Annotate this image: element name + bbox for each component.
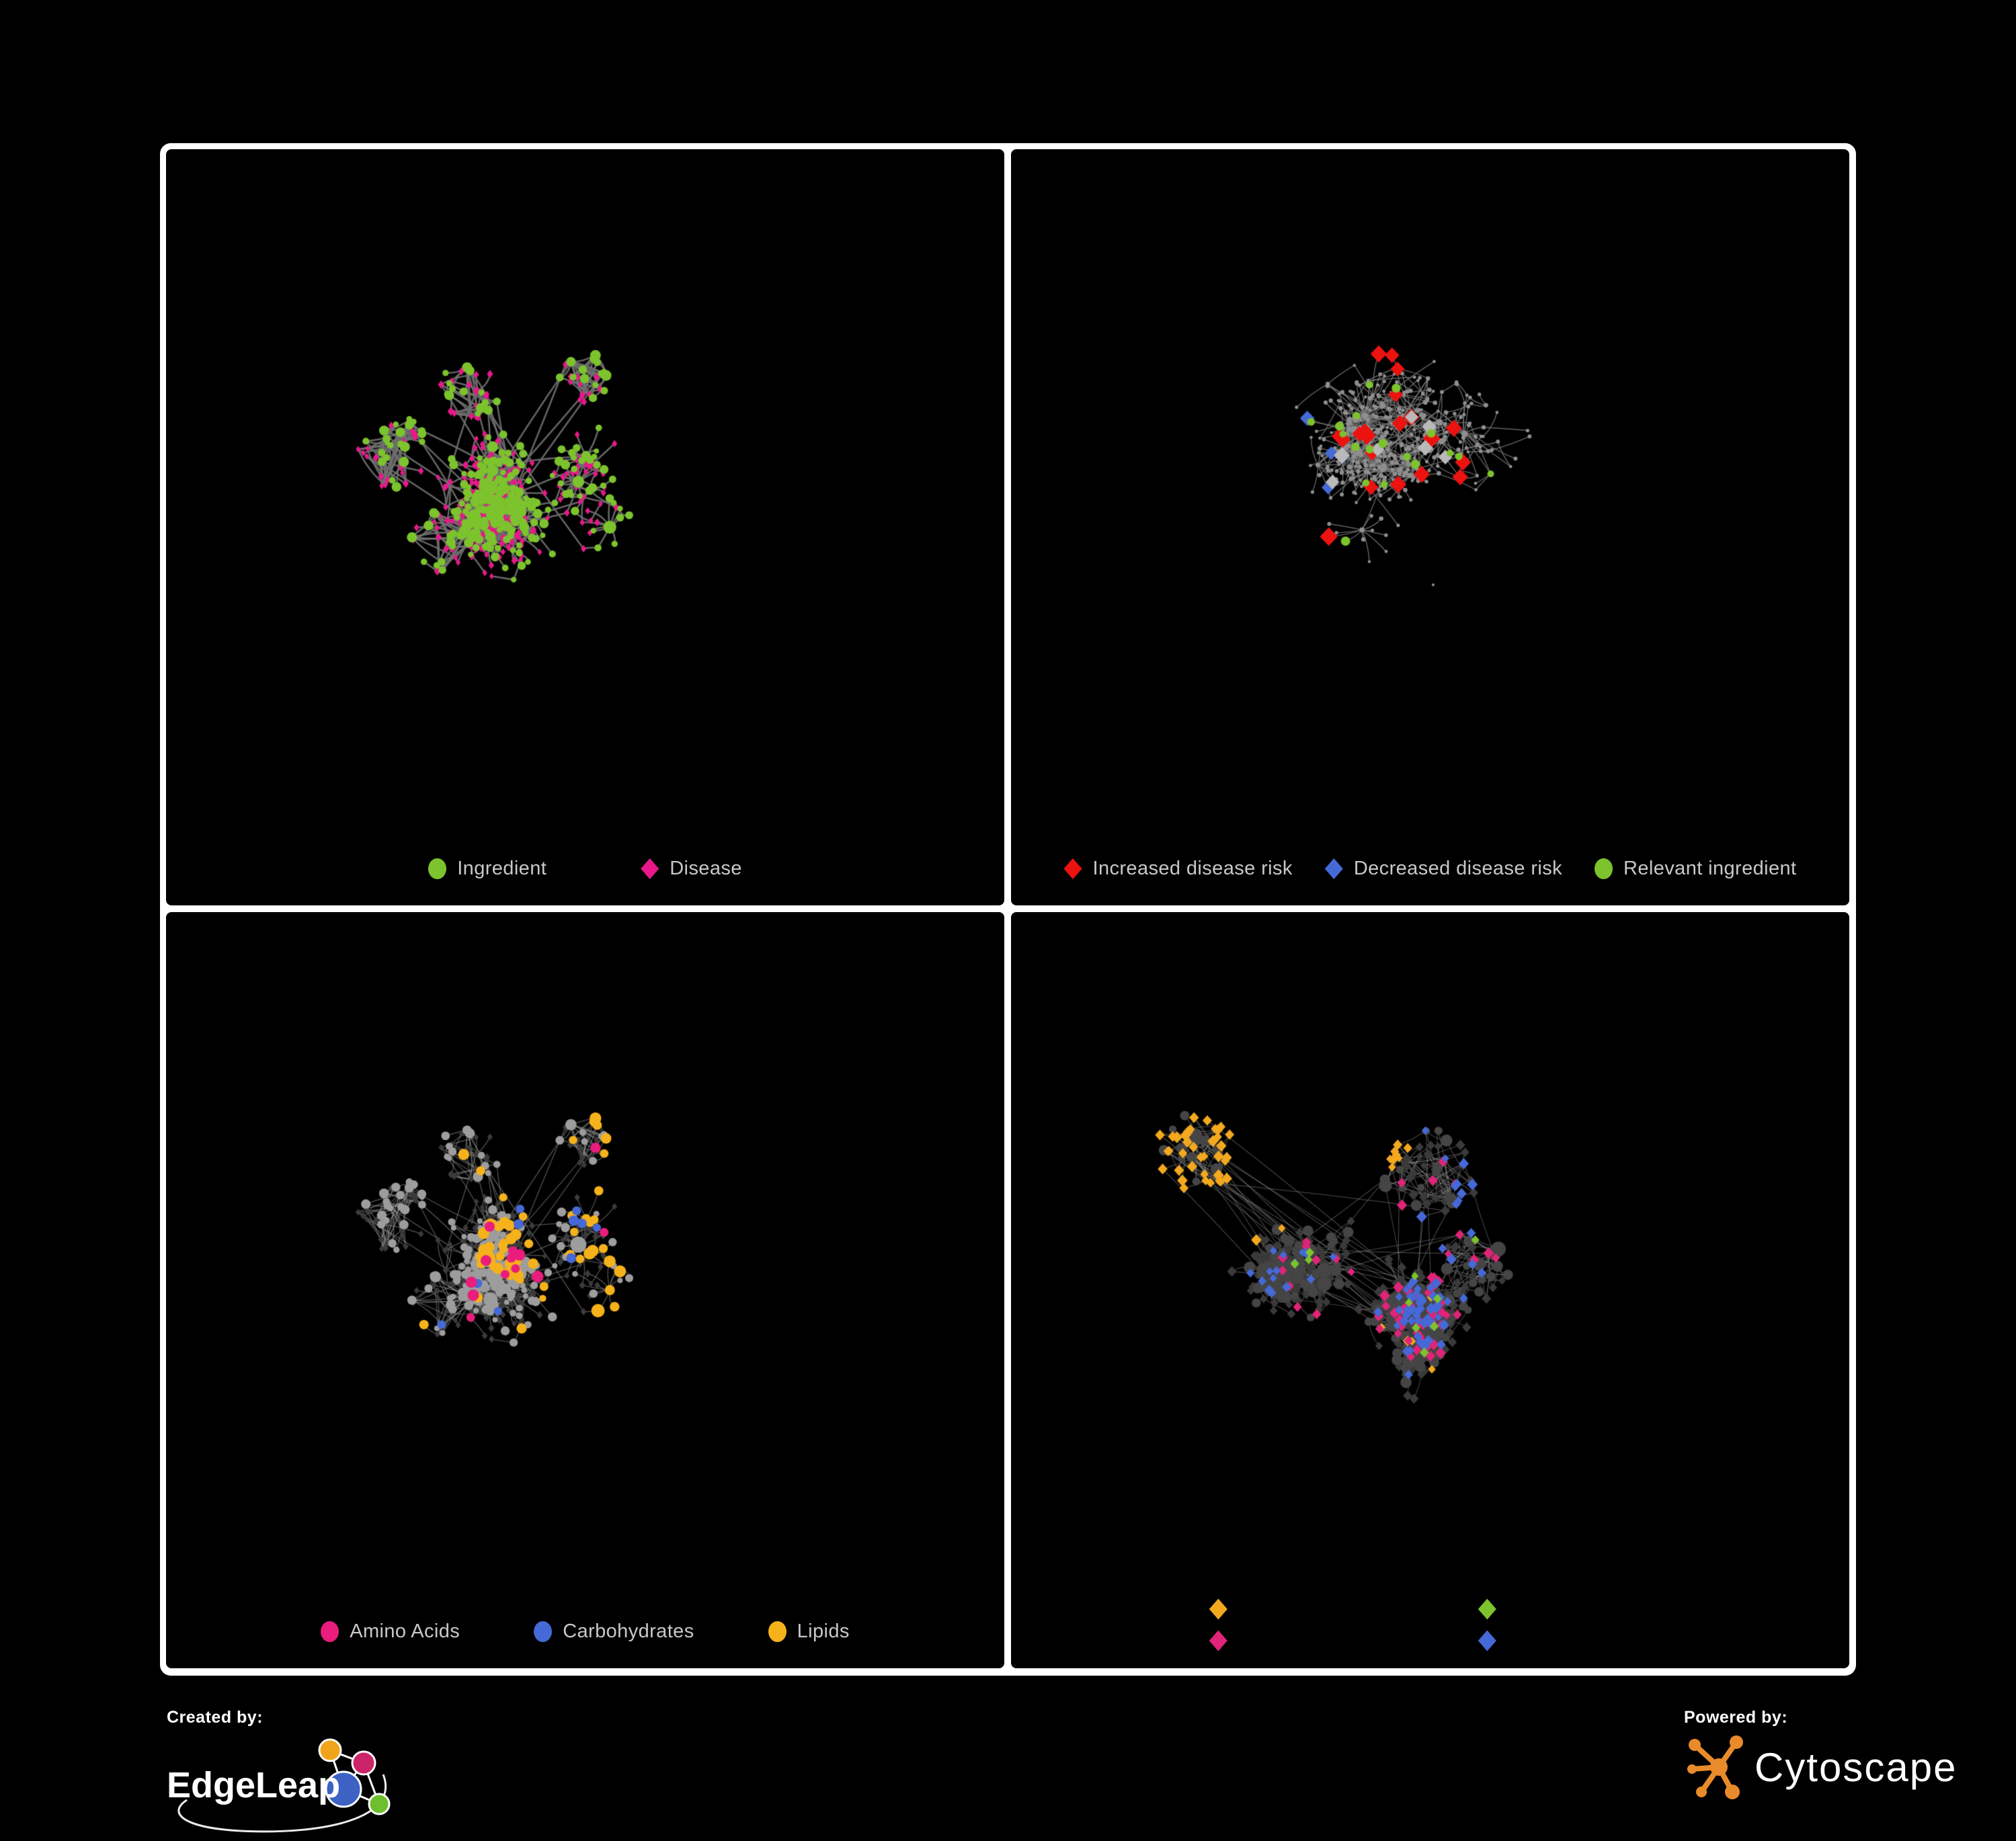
legend-label: Relevant ingredient	[1623, 858, 1797, 879]
network-canvas-disease-risk	[1011, 149, 1849, 905]
legend-item: Immune System Diseases	[1478, 1598, 1651, 1621]
carbohydrates-swatch	[534, 1621, 553, 1642]
network-canvas-ingredient-classes	[166, 912, 1004, 1668]
increased-risk-swatch	[1063, 858, 1082, 879]
legend-label: Ingredient	[457, 858, 547, 879]
edgeleap-node-blue	[325, 1770, 362, 1808]
panel-disease-risk: Increased disease risk Decreased disease…	[1011, 149, 1849, 905]
legend-item: Increased disease risk	[1063, 858, 1292, 880]
decreased-risk-swatch	[1324, 858, 1343, 879]
legend-item: Relevant ingredient	[1595, 858, 1796, 880]
edgeleap-wordmark: EdgeLeap	[167, 1765, 340, 1805]
legend-item: Mental Disorders	[1209, 1598, 1478, 1621]
footer: Created by: EdgeLeap Powered by:	[0, 1676, 2016, 1833]
legend-label: Disease	[670, 858, 742, 879]
legend-item: Lipids	[768, 1621, 850, 1643]
panel-ingredient-disease: Ingredient Disease	[166, 149, 1004, 905]
legend-label: Lipids	[797, 1621, 850, 1642]
legend-label: Mental Disorders	[1227, 1603, 1309, 1614]
created-by-block: Created by: EdgeLeap	[167, 1708, 409, 1841]
legend-item: Disease	[641, 858, 742, 880]
amino-acids-swatch	[321, 1621, 339, 1642]
legend-item: Amino Acids	[321, 1621, 460, 1643]
cytoscape-logo: Cytoscape	[1687, 1735, 1957, 1799]
cytoscape-icon-node	[1689, 1739, 1701, 1751]
edgeleap-node-green	[368, 1793, 391, 1815]
legend-label: Nutritional & Metabolic Diseases	[1496, 1635, 1652, 1646]
legend-item: Carbohydrates	[534, 1621, 694, 1643]
legend-disease-risk: Increased disease risk Decreased disease…	[1011, 858, 1849, 880]
legend-disease-categories: Mental Disorders Immune System Diseases …	[1011, 1598, 1849, 1652]
powered-by-label: Powered by:	[1684, 1708, 1788, 1727]
panel-grid: Ingredient Disease Increased disease ris…	[160, 143, 1856, 1676]
legend-item: Nutritional & Metabolic Diseases	[1478, 1629, 1651, 1652]
legend-label: Decreased disease risk	[1353, 858, 1563, 879]
nutritional-metabolic-diseases-swatch	[1478, 1630, 1496, 1651]
edgeleap-node-yellow	[318, 1738, 342, 1762]
cytoscape-icon-node	[1730, 1735, 1743, 1749]
cytoscape-icon-node	[1687, 1764, 1697, 1774]
created-by-label: Created by:	[167, 1708, 264, 1727]
legend-ingredient-classes: Amino Acids Carbohydrates Lipids	[166, 1621, 1004, 1643]
legend-label: Increased disease risk	[1092, 858, 1293, 879]
edgeleap-logo: EdgeLeap	[167, 1738, 391, 1833]
legend-item: Decreased disease risk	[1324, 858, 1563, 880]
panel-disease-categories: Mental Disorders Immune System Diseases …	[1011, 912, 1849, 1668]
network-canvas-disease-categories	[1011, 912, 1849, 1668]
legend-item: Ingredient	[428, 858, 547, 880]
legend-label: Amino Acids	[350, 1621, 460, 1642]
legend-label: Carbohydrates	[563, 1621, 694, 1642]
panel-ingredient-classes: Amino Acids Carbohydrates Lipids	[166, 912, 1004, 1668]
powered-by-block: Powered by: Cytoscape	[1684, 1708, 1966, 1811]
legend-label: Immune System Diseases	[1496, 1603, 1621, 1614]
disease-swatch	[641, 858, 659, 879]
cytoscape-icon-node	[1710, 1758, 1728, 1776]
immune-system-diseases-swatch	[1478, 1598, 1496, 1620]
legend-item: Cancers	[1209, 1629, 1478, 1652]
mental-disorders-swatch	[1209, 1598, 1227, 1620]
lipids-swatch	[768, 1621, 787, 1642]
edgeleap-node-magenta	[351, 1750, 376, 1776]
relevant-ingredient-swatch	[1595, 858, 1613, 879]
ingredient-swatch	[428, 858, 447, 879]
cytoscape-wordmark: Cytoscape	[1755, 1745, 1957, 1790]
cancers-swatch	[1209, 1630, 1227, 1651]
network-canvas-ingredient-disease	[166, 149, 1004, 905]
cytoscape-icon-node	[1696, 1787, 1707, 1797]
cytoscape-icon-node	[1725, 1785, 1740, 1799]
legend-label: Cancers	[1227, 1635, 1268, 1646]
legend-ingredient-disease: Ingredient Disease	[166, 858, 1004, 880]
